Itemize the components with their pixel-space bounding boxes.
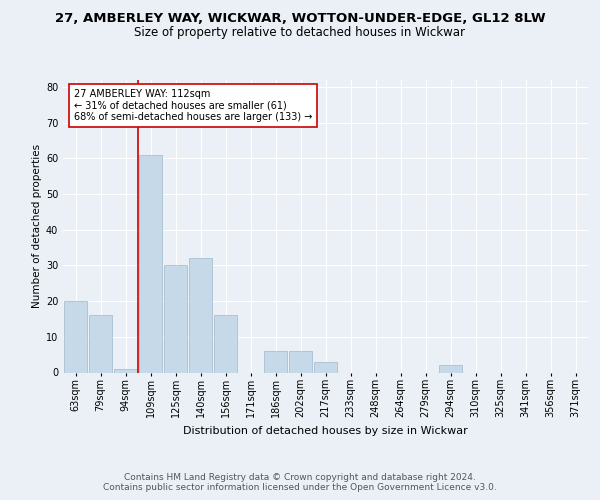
Bar bbox=[164, 266, 187, 372]
Bar bbox=[214, 316, 238, 372]
Bar bbox=[314, 362, 337, 372]
Text: 27, AMBERLEY WAY, WICKWAR, WOTTON-UNDER-EDGE, GL12 8LW: 27, AMBERLEY WAY, WICKWAR, WOTTON-UNDER-… bbox=[55, 12, 545, 26]
Bar bbox=[139, 155, 163, 372]
Bar bbox=[439, 366, 463, 372]
Bar bbox=[64, 301, 88, 372]
Bar bbox=[263, 351, 287, 372]
Text: Contains HM Land Registry data © Crown copyright and database right 2024.
Contai: Contains HM Land Registry data © Crown c… bbox=[103, 473, 497, 492]
Bar bbox=[113, 369, 137, 372]
Bar bbox=[188, 258, 212, 372]
Bar bbox=[89, 316, 112, 372]
Text: 27 AMBERLEY WAY: 112sqm
← 31% of detached houses are smaller (61)
68% of semi-de: 27 AMBERLEY WAY: 112sqm ← 31% of detache… bbox=[74, 89, 312, 122]
Text: Size of property relative to detached houses in Wickwar: Size of property relative to detached ho… bbox=[134, 26, 466, 39]
Bar bbox=[289, 351, 313, 372]
X-axis label: Distribution of detached houses by size in Wickwar: Distribution of detached houses by size … bbox=[183, 426, 468, 436]
Y-axis label: Number of detached properties: Number of detached properties bbox=[32, 144, 41, 308]
